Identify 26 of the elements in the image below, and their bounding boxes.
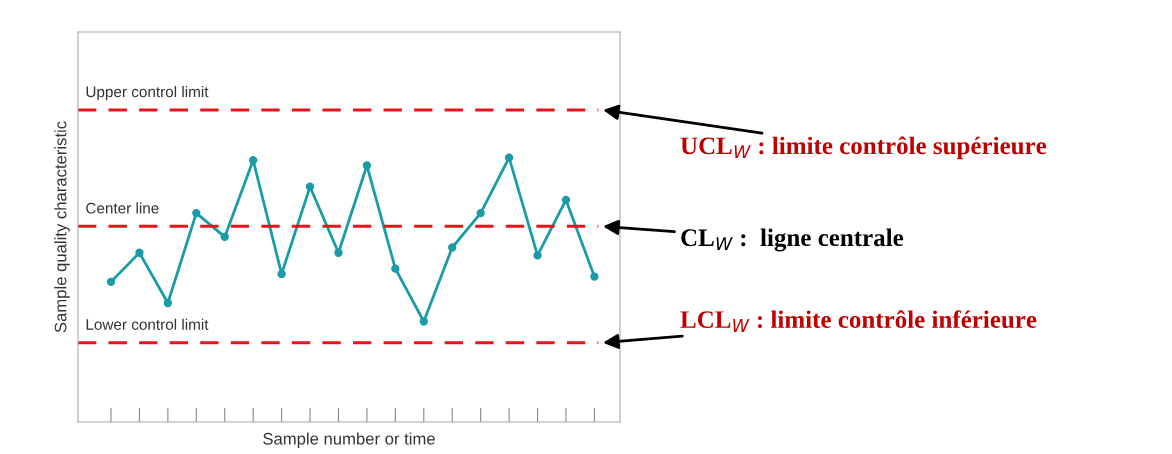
point [106,277,116,287]
point [305,182,315,191]
point [334,248,343,257]
point [277,269,286,279]
point [476,208,485,218]
y-axis-title: Sample quality characteristic [54,121,70,333]
text: LCL$_{W}$ : limite contrôle inférieure [680,310,1037,332]
point [163,298,173,308]
point [192,208,201,218]
point [362,161,372,170]
point [419,317,428,326]
point [561,195,571,205]
point [533,251,542,260]
point [590,272,599,281]
point [220,232,229,242]
point [249,156,258,165]
ref-line-label: Center line [86,202,159,214]
point [135,248,144,257]
text: CL$_{W}$ : ligne centrale [681,228,904,252]
point [448,243,457,252]
text: UCL$_{W}$ : limite contrôle supérieure [680,136,1047,160]
ref-line-label: Upper control limit [86,86,209,101]
ref-line-label: Lower control limit [86,318,209,330]
x-axis-title: Sample number or time [263,432,435,448]
point [504,153,514,162]
point [391,264,400,273]
